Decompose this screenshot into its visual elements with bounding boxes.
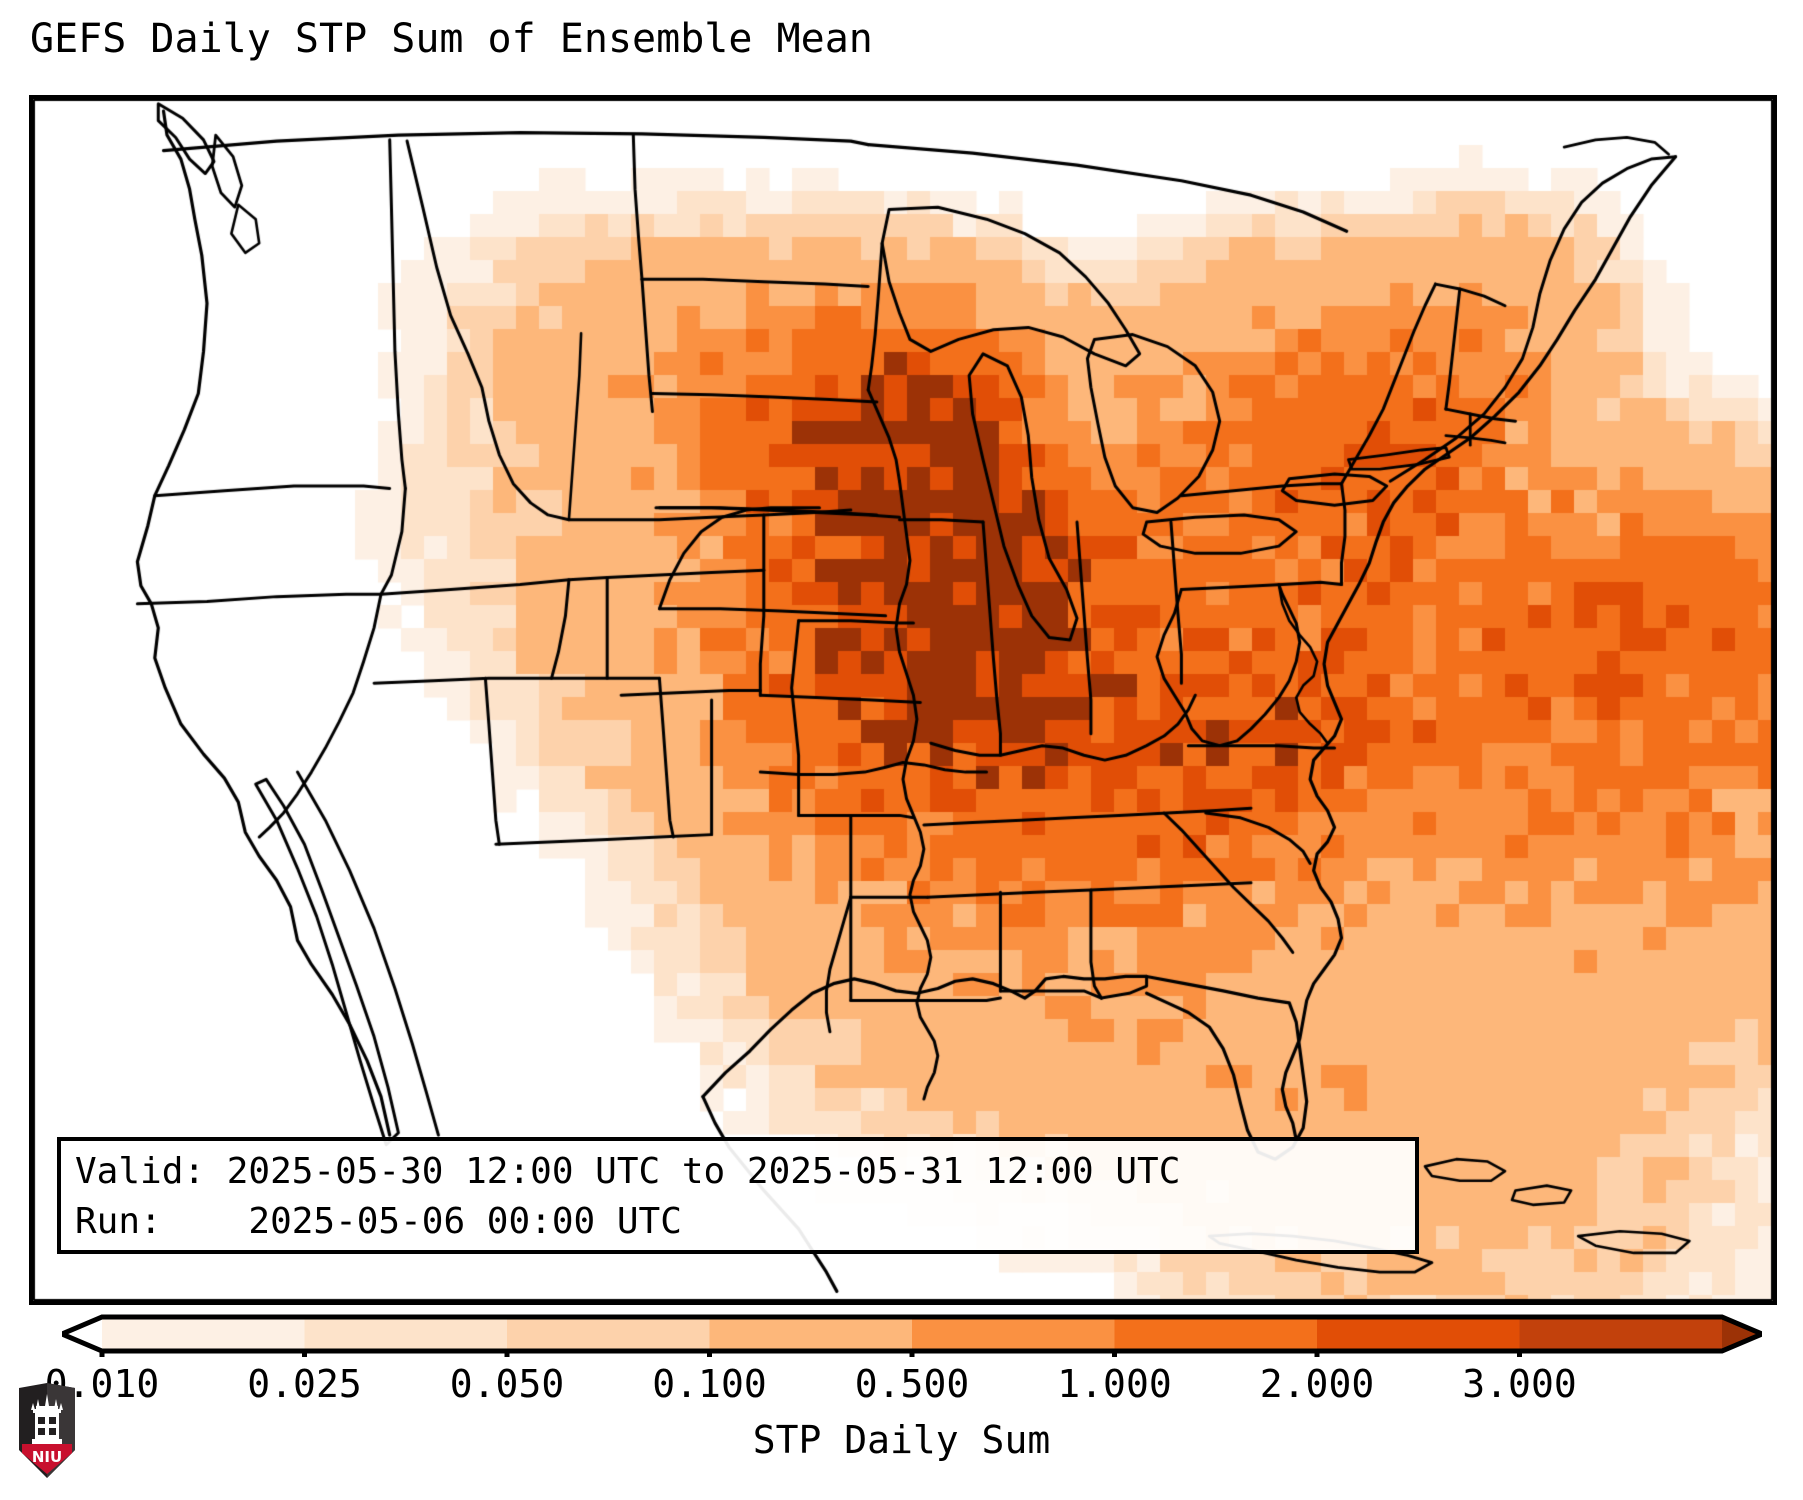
colorbar-tick-label: 3.000	[1462, 1362, 1577, 1406]
colorbar-tick-label: 0.025	[247, 1362, 362, 1406]
colorbar-tick-label: 1.000	[1057, 1362, 1172, 1406]
colorbar-band	[912, 1317, 1116, 1351]
page-title: GEFS Daily STP Sum of Ensemble Mean	[30, 16, 873, 62]
colorbar-band	[102, 1317, 306, 1351]
colorbar-band	[304, 1317, 508, 1351]
niu-logo-text: NIU	[32, 1448, 62, 1466]
colorbar-band	[507, 1317, 711, 1351]
colorbar-tick-label: 0.050	[449, 1362, 565, 1406]
forecast-info-box: Valid: 2025-05-30 12:00 UTC to 2025-05-3…	[57, 1137, 1419, 1254]
map-panel	[29, 95, 1777, 1305]
colorbar-over-arrow	[1722, 1317, 1762, 1351]
run-time-line: Run: 2025-05-06 00:00 UTC	[75, 1201, 682, 1242]
colorbar-band	[1317, 1317, 1521, 1351]
niu-logo: NIU	[19, 1383, 75, 1478]
colorbar-tick-label: 2.000	[1259, 1362, 1375, 1406]
colorbar-axis-label: STP Daily Sum	[752, 1418, 1051, 1462]
colorbar-band	[1114, 1317, 1318, 1351]
colorbar-tick-label: 0.500	[854, 1362, 970, 1406]
colorbar-tick-label: 0.100	[652, 1362, 767, 1406]
colorbar-band	[1519, 1317, 1723, 1351]
colorbar-band	[709, 1317, 913, 1351]
colorbar-under-arrow	[62, 1317, 102, 1351]
stp-heatmap-canvas	[33, 99, 1773, 1301]
colorbar-svg	[62, 1314, 1762, 1357]
colorbar-tick-labels: 0.010 0.025 0.050 0.100 0.500 1.000 2.000 3.000	[0, 1362, 1803, 1408]
valid-time-line: Valid: 2025-05-30 12:00 UTC to 2025-05-3…	[75, 1151, 1181, 1192]
colorbar	[62, 1311, 1762, 1357]
colorbar-outline	[62, 1314, 1762, 1354]
